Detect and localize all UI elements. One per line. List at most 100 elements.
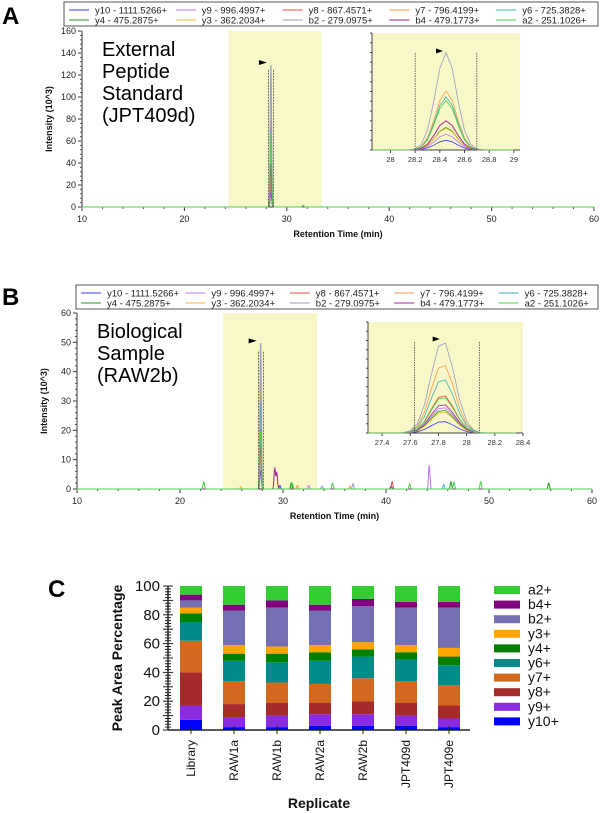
legend-label: y3 - 362.2034+ bbox=[202, 16, 266, 27]
inset-trace-9 bbox=[368, 397, 516, 434]
x-tick-label: 50 bbox=[487, 214, 497, 224]
inset-plot-area bbox=[368, 322, 523, 433]
legend-label: b2+ bbox=[528, 611, 552, 627]
y-axis-label: Intensity (10^3) bbox=[39, 368, 49, 434]
legend-label: b2 - 279.0975+ bbox=[309, 16, 374, 27]
legend-label: b4 - 479.1773+ bbox=[420, 299, 485, 310]
chromatogram-trace-6 bbox=[82, 174, 594, 208]
inset-trace-9 bbox=[372, 99, 514, 151]
bar-segment-b2 bbox=[309, 610, 331, 646]
chromatogram-trace-9 bbox=[82, 134, 594, 208]
bar-segment-y8 bbox=[352, 701, 374, 715]
bar-segment-y4 bbox=[266, 653, 288, 663]
bar-segment-y7 bbox=[438, 685, 460, 706]
bar-segment-y3 bbox=[223, 645, 245, 654]
sample-annotation: Standard bbox=[102, 83, 183, 105]
legend-swatch-y10 bbox=[494, 717, 520, 726]
y-tick-label: 40 bbox=[61, 367, 71, 377]
x-axis-label: Replicate bbox=[288, 795, 350, 811]
y-tick-label: 80 bbox=[143, 607, 160, 624]
inset-x-tick-label: 28 bbox=[386, 155, 394, 164]
chromatogram-trace-1 bbox=[82, 183, 594, 208]
bar-segment-y10 bbox=[180, 719, 202, 730]
category-label: JPT409d bbox=[399, 740, 413, 788]
bar-segment-y6 bbox=[352, 656, 374, 679]
legend-label: y10 - 1111.5266+ bbox=[95, 6, 168, 17]
bar-segment-y6 bbox=[309, 660, 331, 684]
legend-label: y7+ bbox=[528, 669, 551, 685]
bar-segment-b2 bbox=[352, 606, 374, 643]
sample-annotation: (RAW2b) bbox=[97, 365, 178, 387]
bar-segment-y3 bbox=[180, 607, 202, 614]
legend-label: y6+ bbox=[528, 655, 551, 671]
legend-swatch-y6 bbox=[494, 659, 520, 667]
legend-label: y10+ bbox=[528, 713, 559, 729]
legend-label: y10 - 1111.5266+ bbox=[107, 289, 180, 300]
bar-segment-y7 bbox=[352, 678, 374, 702]
chromatogram-trace-8 bbox=[77, 442, 592, 490]
legend-swatch-b2 bbox=[494, 615, 520, 624]
sample-annotation: (JPT409d) bbox=[102, 105, 195, 127]
stacked-bar-panel-c: 0 20 40 60 80 100 Peak Area Percentage Replicat… bbox=[109, 578, 559, 811]
legend-label: b2 - 279.0975+ bbox=[316, 299, 381, 310]
legend-label: y7 - 796.4199+ bbox=[415, 6, 479, 17]
category-label: RAW2a bbox=[313, 740, 327, 781]
sample-annotation: External bbox=[102, 39, 175, 61]
legend-label: y8 - 867.4571+ bbox=[316, 289, 380, 300]
legend-label: b4 - 479.1773+ bbox=[415, 16, 480, 27]
category-label: JPT409e bbox=[442, 740, 456, 788]
legend-label: y9 - 996.4997+ bbox=[202, 6, 266, 17]
y-tick-label: 40 bbox=[143, 664, 160, 681]
inset-x-tick-label: 27.8 bbox=[431, 438, 446, 447]
bar-segment-y4 bbox=[223, 653, 245, 661]
legend-swatch-y7 bbox=[494, 673, 520, 682]
inset-x-tick-label: 27.4 bbox=[375, 438, 390, 447]
inset-apex-marker-icon bbox=[432, 336, 440, 342]
bar-segment-y9 bbox=[309, 714, 331, 726]
y-tick-label: 40 bbox=[66, 158, 76, 168]
bar-segment-a2 bbox=[180, 586, 202, 595]
y-tick-label: 60 bbox=[143, 636, 160, 653]
chromatogram-trace-2 bbox=[77, 429, 592, 490]
bar-segment-a2 bbox=[352, 586, 374, 599]
bar-segment-y8 bbox=[223, 704, 245, 718]
legend-label: b4+ bbox=[528, 596, 552, 612]
legend-label: y8 - 867.4571+ bbox=[309, 6, 373, 17]
bar-segment-y8 bbox=[180, 672, 202, 706]
chromatogram-trace-2 bbox=[82, 164, 594, 208]
bar-segment-y8 bbox=[309, 702, 331, 715]
x-axis-label: Retention Time (min) bbox=[290, 511, 379, 521]
bar-segment-y7 bbox=[309, 683, 331, 703]
bar-segment-b4 bbox=[352, 598, 374, 607]
bar-segment-y4 bbox=[352, 649, 374, 657]
legend-label: y6 - 725.3828+ bbox=[522, 6, 586, 17]
legend-label: y3 - 362.2034+ bbox=[211, 299, 275, 310]
chromatogram-panel-b: y10 - 1111.5266+ y9 - 996.4997+ y8 - 867.4… bbox=[39, 284, 599, 521]
bar-segment-b4 bbox=[395, 601, 417, 608]
inset-x-tick-label: 28.4 bbox=[516, 438, 531, 447]
x-tick-label: 40 bbox=[381, 496, 391, 506]
legend-label: a2 - 251.1026+ bbox=[522, 16, 587, 27]
legend-label: y3+ bbox=[528, 625, 551, 641]
bar-segment-y8 bbox=[438, 705, 460, 719]
bar-segment-y9 bbox=[395, 715, 417, 726]
y-tick-label: 140 bbox=[61, 48, 76, 58]
bar-segment-y7 bbox=[395, 681, 417, 703]
bar-segment-b2 bbox=[395, 607, 417, 646]
y-tick-label: 160 bbox=[61, 26, 76, 36]
legend-swatch-y9 bbox=[494, 702, 520, 711]
inset-x-tick-label: 29 bbox=[510, 155, 518, 164]
bar-segment-y9 bbox=[438, 718, 460, 728]
peak-apex-marker-icon bbox=[248, 338, 257, 344]
legend-box bbox=[63, 1, 599, 27]
bar-segment-y6 bbox=[223, 660, 245, 682]
legend-label: a2+ bbox=[528, 582, 552, 598]
inset-x-tick-label: 28 bbox=[462, 438, 470, 447]
bar-segment-y4 bbox=[438, 656, 460, 666]
y-tick-label: 0 bbox=[66, 484, 71, 494]
inset-x-tick-label: 28.8 bbox=[482, 155, 497, 164]
y-tick-label: 80 bbox=[66, 114, 76, 124]
bar-segment-b4 bbox=[309, 604, 331, 611]
bar-segment-b2 bbox=[180, 600, 202, 608]
